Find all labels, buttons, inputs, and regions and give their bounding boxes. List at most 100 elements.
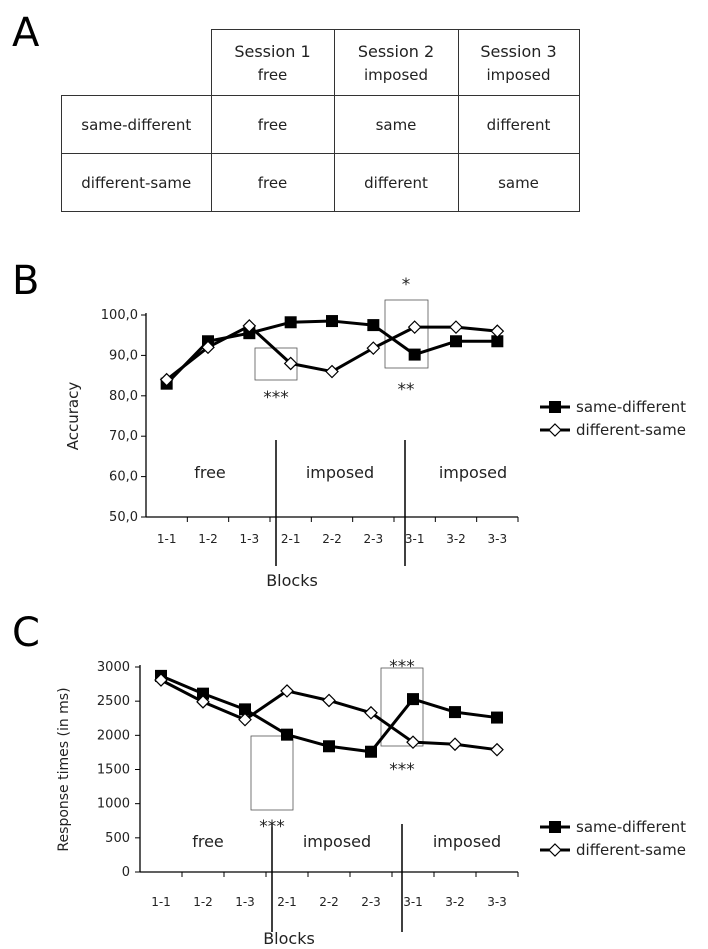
data-point-different-same [280,684,294,698]
table-cell: different [457,95,580,154]
significance-brackets: ****** [254,275,429,408]
data-point-same-different [367,319,380,332]
row-label: different-same [61,153,212,212]
y-tick-label: 1000 [97,797,130,812]
significance-stars: *** [389,760,415,780]
x-axis-label: Blocks [266,571,318,590]
data-point-different-same [325,364,339,379]
legend-label: different-same [576,841,686,859]
series-group [154,669,504,758]
table-cell: free [210,95,335,154]
data-point-different-same [364,705,378,720]
x-tick-label: 2-2 [319,895,339,909]
data-point-different-same [490,324,505,339]
y-tick-labels: 0 500 1000 1500 2000 2500 3000 [97,660,130,880]
data-point-different-same [159,372,174,387]
data-point-same-different [323,740,335,753]
x-tick-label: 2-3 [364,532,384,546]
session-design-table: Session 1 free Session 2 imposed Session… [61,29,580,212]
data-point-different-same [238,712,252,727]
data-point-different-same [196,695,210,709]
y-tick-label: 60,0 [109,470,138,485]
data-point-different-same [406,735,420,750]
session-title: Session 2 [357,41,435,61]
y-tick-label: 80,0 [109,389,138,404]
x-tick-label: 1-3 [235,895,255,909]
table-cell: same [333,95,459,154]
table-header-session-3: Session 3 imposed [457,29,580,96]
significance-bracket [380,667,424,747]
significance-stars: *** [389,657,415,677]
table-header-session-2: Session 2 imposed [333,29,459,96]
y-tick-label: 50,0 [109,510,138,525]
x-tick-label: 2-2 [322,532,342,546]
x-tick-label: 1-3 [240,532,260,546]
legend-marker [548,423,562,437]
x-tick-label: 1-2 [193,895,213,909]
y-tick-label: 0 [122,865,130,880]
table-cell: different [333,153,459,212]
axes [141,313,519,522]
y-tick-label: 70,0 [109,429,138,444]
session-mode: imposed [363,65,429,84]
session-mode: imposed [486,65,551,84]
data-point-same-different [239,703,251,716]
x-tick-label: 3-2 [446,532,466,546]
data-point-same-different [450,335,462,348]
y-tick-label: 100,0 [101,308,138,323]
data-point-same-different [449,706,461,719]
x-axis-label: Blocks [263,929,315,948]
table-row: same-different free same different [61,95,580,154]
session-label: imposed [303,832,371,851]
data-point-different-same [490,742,504,757]
data-point-different-same [448,737,462,752]
x-tick-label: 1-1 [151,895,171,909]
legend-label: same-different [576,818,686,836]
data-point-different-same [154,673,168,687]
x-tick-label: 3-3 [488,532,508,546]
session-label: imposed [439,463,507,482]
series-group [159,315,505,390]
x-tick-label: 3-1 [405,532,425,546]
legend-marker [549,401,561,413]
x-tick-label: 2-1 [281,532,301,546]
table-row: different-same free different same [61,153,580,212]
data-point-different-same [283,356,298,371]
axes [135,665,519,877]
x-tick-label: 3-2 [445,895,465,909]
significance-bracket [384,299,429,369]
legend-marker [548,843,562,857]
session-title: Session 1 [234,41,311,61]
x-tick-label: 2-3 [361,895,381,909]
data-point-same-different [284,316,297,329]
data-point-same-different [326,315,338,328]
data-point-same-different [243,327,256,340]
panel-label-a: A [12,10,40,56]
y-axis-label: Response times (in ms) [56,687,72,851]
data-point-same-different [365,745,377,758]
data-point-same-different [491,335,504,348]
panel-label-b: B [12,258,40,304]
table-corner-cell [61,29,212,96]
table-cell: free [210,153,335,212]
x-tick-labels: 1-1 1-2 1-3 2-1 2-2 2-3 3-1 3-2 3-3 [157,532,507,546]
data-point-same-different [407,693,419,706]
y-tick-label: 2000 [97,728,130,743]
legend-label: different-same [576,421,686,439]
session-separators [275,440,406,566]
y-tick-label: 2500 [97,694,130,709]
significance-stars: ** [398,380,415,400]
significance-stars: *** [263,388,289,408]
data-point-different-same [407,320,422,334]
x-tick-label: 3-1 [403,895,423,909]
table-cell: same [457,153,580,212]
x-tick-label: 3-3 [487,895,507,909]
x-tick-labels: 1-1 1-2 1-3 2-1 2-2 2-3 3-1 3-2 3-3 [151,895,507,909]
data-point-same-different [197,687,209,700]
session-title: Session 3 [480,41,557,61]
y-tick-label: 500 [105,831,130,846]
session-separators [271,824,403,932]
session-label: free [194,463,226,482]
row-label: same-different [61,95,212,154]
session-mode: free [257,65,288,84]
